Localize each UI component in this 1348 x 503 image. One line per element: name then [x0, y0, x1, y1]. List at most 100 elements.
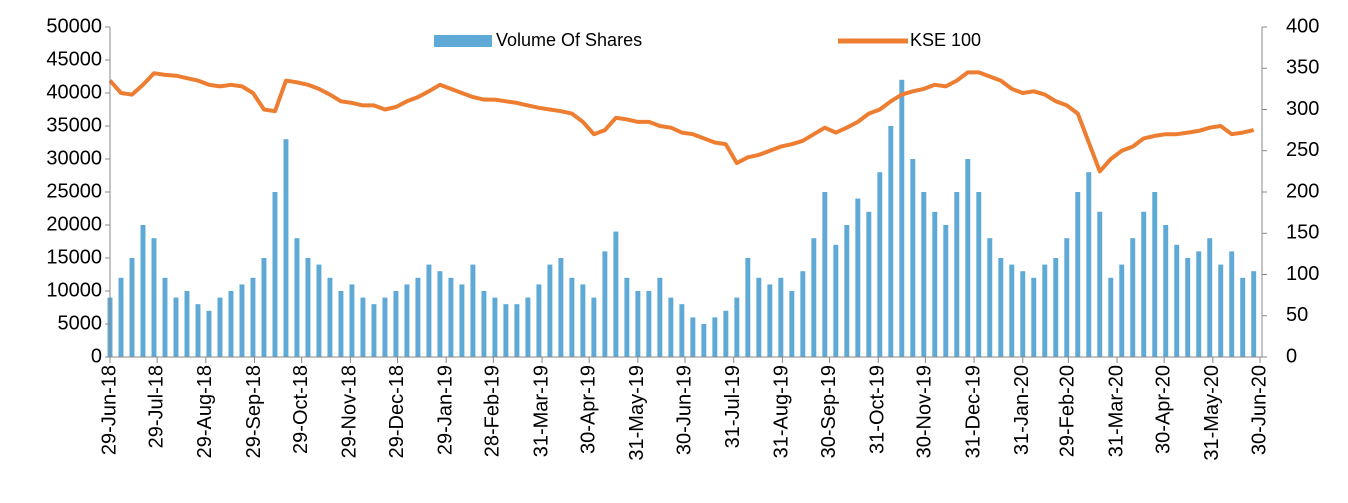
bar: [360, 297, 366, 357]
x-tick-label: 29-Oct-18: [290, 365, 312, 454]
x-tick-label: 28-Feb-19: [482, 365, 504, 457]
x-tick-label: 31-Mar-20: [1105, 365, 1127, 457]
bar: [272, 192, 278, 357]
legend-label: KSE 100: [910, 30, 981, 50]
x-tick-label: 29-Nov-18: [339, 365, 361, 458]
x-tick-label: 29-Sep-18: [243, 365, 265, 458]
y2-tick-label: 200: [1286, 180, 1319, 202]
x-tick-label: 31-Dec-19: [962, 365, 984, 458]
bar: [833, 244, 839, 357]
x-tick-label: 29-Feb-20: [1057, 365, 1079, 457]
bar: [1240, 277, 1246, 357]
bar: [877, 172, 883, 357]
bar: [151, 238, 157, 357]
bar: [1229, 251, 1235, 357]
bar: [602, 251, 608, 357]
line: [108, 70, 1255, 174]
y-tick-label: 45000: [46, 48, 102, 70]
bar: [481, 291, 487, 357]
x-tick-label: 30-Nov-19: [914, 365, 936, 458]
bar: [635, 291, 641, 357]
bar: [888, 126, 894, 357]
bar: [932, 211, 938, 357]
bar: [404, 284, 410, 357]
bar: [690, 317, 696, 357]
bar: [558, 258, 564, 357]
bar: [613, 231, 619, 357]
bar: [426, 264, 432, 357]
y-tick-label: 0: [91, 345, 102, 367]
bar: [437, 271, 443, 357]
bar: [129, 258, 135, 357]
bar: [1097, 211, 1103, 357]
bar: [195, 304, 201, 357]
bar: [1185, 258, 1191, 357]
bar: [1130, 238, 1136, 357]
bar: [910, 159, 916, 357]
bar: [173, 297, 179, 357]
bar: [1251, 271, 1257, 357]
bar: [371, 304, 377, 357]
bar: [789, 291, 795, 357]
bar: [1086, 172, 1092, 357]
bar: [1152, 192, 1158, 357]
bar: [987, 238, 993, 357]
y-tick-label: 15000: [46, 246, 102, 268]
bar: [734, 297, 740, 357]
bar: [954, 192, 960, 357]
bar: [536, 284, 542, 357]
y-tick-label: 50000: [46, 15, 102, 37]
y2-tick-label: 300: [1286, 98, 1319, 120]
y2-tick-label: 0: [1286, 345, 1297, 367]
bar: [767, 284, 773, 357]
bar: [580, 284, 586, 357]
bar: [899, 79, 905, 358]
x-tick-label: 31-Aug-19: [771, 365, 793, 458]
bar: [459, 284, 465, 357]
bar: [261, 258, 267, 357]
y-tick-label: 25000: [46, 180, 102, 202]
bar: [140, 225, 146, 357]
bar: [976, 192, 982, 357]
bar: [1031, 277, 1037, 357]
bar: [525, 297, 531, 357]
x-tick-label: 31-Mar-19: [530, 365, 552, 457]
bar: [327, 277, 333, 357]
bar: [866, 211, 872, 357]
bar: [624, 277, 630, 357]
x-tick-label: 31-Oct-19: [867, 365, 889, 454]
bar: [206, 310, 212, 357]
legend-label: Volume Of Shares: [496, 30, 642, 50]
legend-swatch: [434, 35, 492, 47]
bar: [118, 277, 124, 357]
x-tick-label: 29-Jan-19: [434, 365, 456, 455]
x-tick-label: 31-Jan-20: [1011, 365, 1033, 455]
bar: [1108, 277, 1114, 357]
bar: [305, 258, 311, 357]
y2-tick-label: 50: [1286, 304, 1308, 326]
bar: [503, 304, 509, 357]
bar: [217, 297, 223, 357]
bar: [1196, 251, 1202, 357]
bar: [1053, 258, 1059, 357]
bar: [316, 264, 322, 357]
bar: [283, 139, 289, 357]
bar: [800, 271, 806, 357]
bar: [1064, 238, 1070, 357]
y2-tick-label: 100: [1286, 263, 1319, 285]
x-tick-label: 30-Sep-19: [818, 365, 840, 458]
bar: [1174, 244, 1180, 357]
bar: [943, 225, 949, 357]
x-tick-label: 30-Jun-20: [1248, 365, 1270, 455]
bar: [1042, 264, 1048, 357]
bar: [668, 297, 674, 357]
bar: [811, 238, 817, 357]
bar: [514, 304, 520, 357]
bar: [745, 258, 751, 357]
bar: [822, 192, 828, 357]
y2-tick-label: 350: [1286, 57, 1319, 79]
bar: [250, 277, 256, 357]
x-tick-label: 30-Apr-20: [1152, 365, 1174, 454]
bar: [1207, 238, 1213, 357]
bar: [239, 284, 245, 357]
